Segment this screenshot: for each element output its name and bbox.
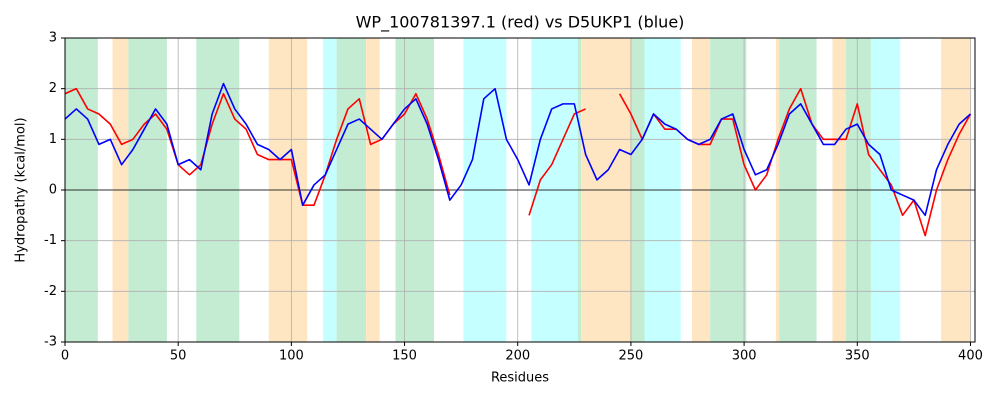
x-tick-label: 250 bbox=[619, 349, 644, 364]
x-tick-label: 100 bbox=[279, 349, 304, 364]
y-tick-label: -3 bbox=[44, 335, 57, 350]
x-tick-label: 400 bbox=[958, 349, 983, 364]
x-tick-label: 300 bbox=[732, 349, 757, 364]
series-line bbox=[64, 82, 972, 217]
y-axis-label: Hydropathy (kcal/mol) bbox=[14, 117, 29, 262]
y-tick-label: 3 bbox=[49, 31, 57, 46]
y-tick-label: 2 bbox=[49, 81, 57, 96]
x-tick-label: 200 bbox=[505, 349, 530, 364]
x-axis-label: Residues bbox=[491, 371, 549, 386]
chart-title: WP_100781397.1 (red) vs D5UKP1 (blue) bbox=[356, 13, 685, 33]
x-tick-label: 0 bbox=[61, 349, 69, 364]
x-tick-label: 150 bbox=[392, 349, 417, 364]
x-tick-label: 350 bbox=[845, 349, 870, 364]
y-tick-label: 1 bbox=[49, 132, 57, 147]
y-tick-label: 0 bbox=[49, 183, 57, 198]
x-tick-label: 50 bbox=[170, 349, 187, 364]
y-tick-label: -1 bbox=[44, 233, 57, 248]
line-layer bbox=[64, 82, 972, 237]
y-tick-label: -2 bbox=[44, 284, 57, 299]
